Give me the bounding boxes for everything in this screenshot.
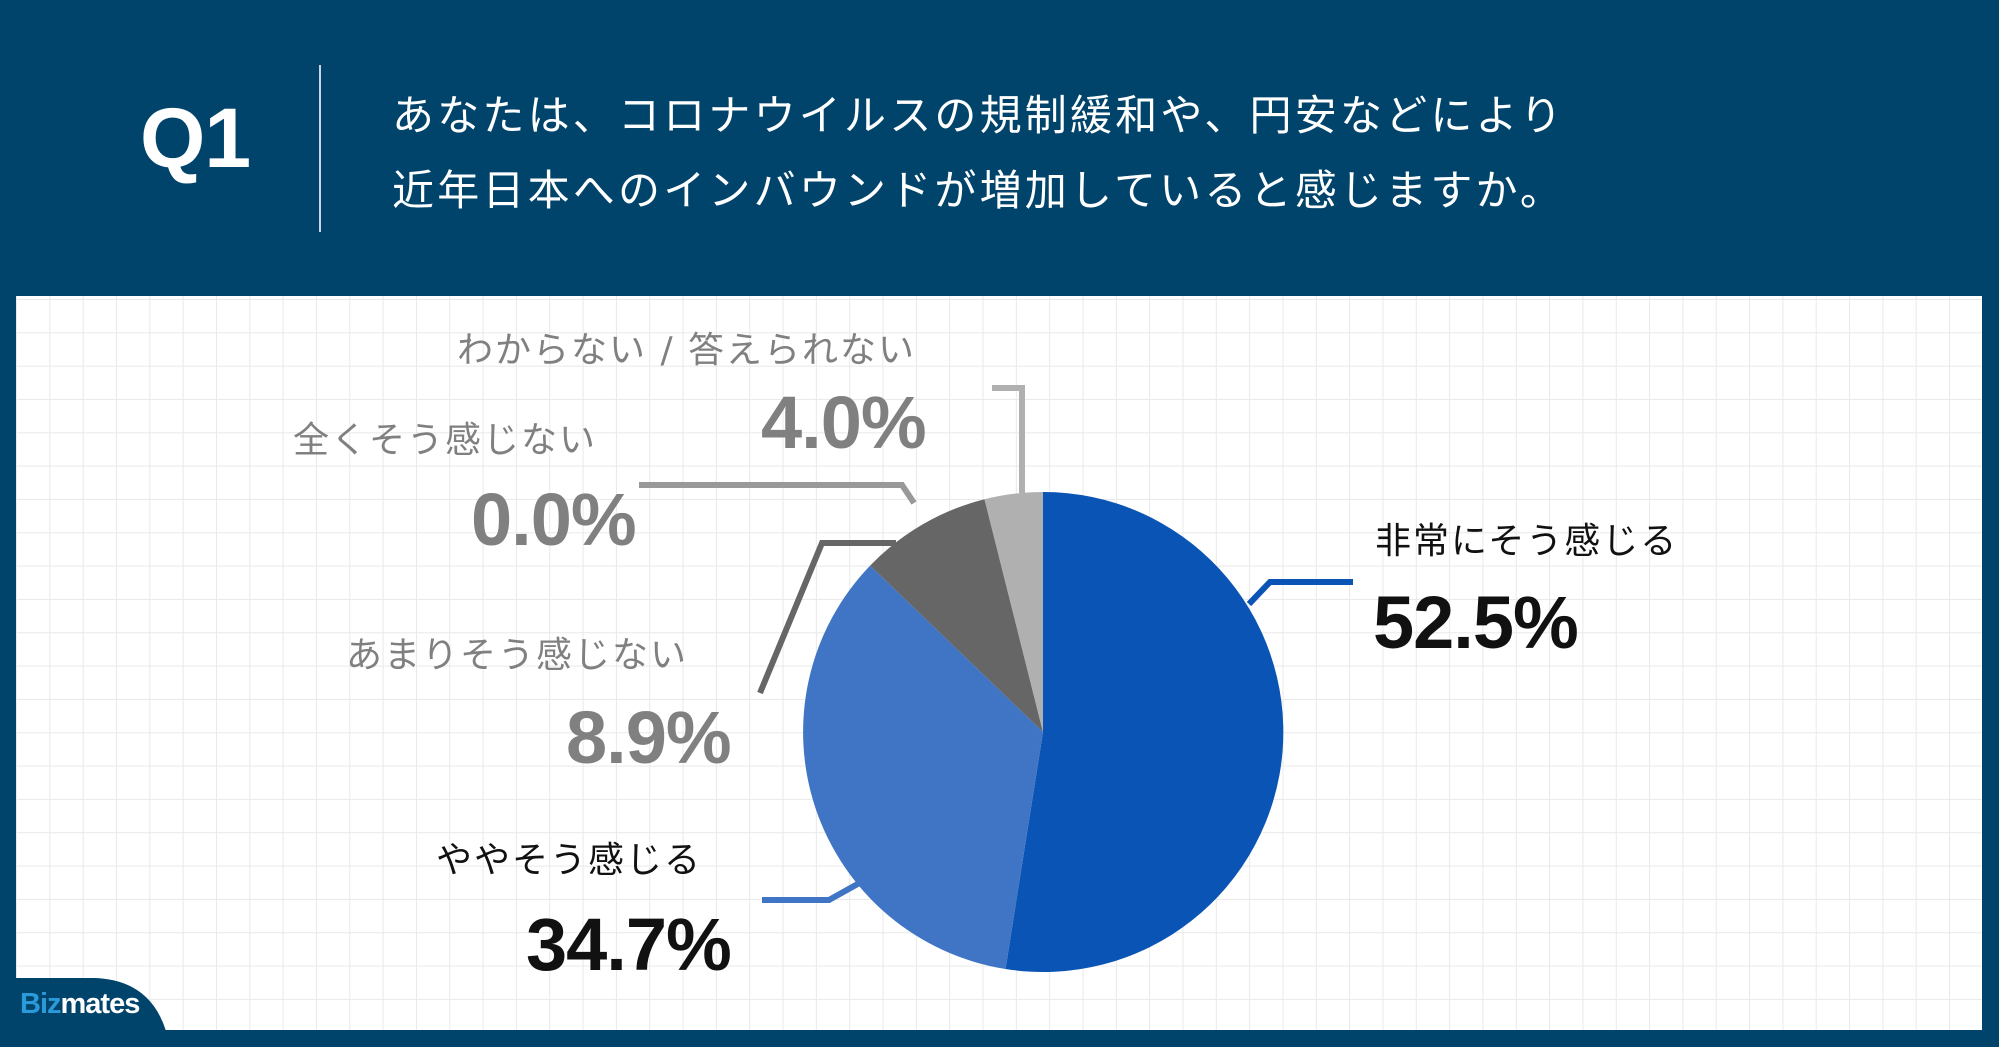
label-unknown-percent: 4.0%: [761, 381, 927, 464]
label-not-really-percent: 8.9%: [566, 696, 732, 779]
label-unknown-category: わからない / 答えられない: [457, 330, 917, 371]
bizmates-logo: Bizmates: [20, 988, 141, 1020]
label-strongly-agree-percent: 52.5%: [1373, 581, 1579, 664]
slice-unknown: [984, 491, 1043, 732]
question-header: Q1 あなたは、コロナウイルスの規制緩和や、円安などにより 近年日本へのインバウ…: [0, 0, 1999, 296]
question-line-2: 近年日本へのインバウンドが増加していると感じますか。: [392, 166, 1566, 215]
leader-somewhat-agree: [762, 878, 865, 903]
label-somewhat-agree-category: ややそう感じる: [436, 840, 703, 881]
label-not-at-all-category: 全くそう感じない: [293, 420, 598, 461]
label-not-at-all-percent: 0.0%: [471, 478, 637, 561]
slice-somewhat-agree: [803, 565, 1043, 969]
leader-unknown: [992, 385, 1025, 493]
slice-strongly-agree: [1005, 491, 1284, 972]
question-text: あなたは、コロナウイルスの規制緩和や、円安などにより 近年日本へのインバウンドが…: [392, 78, 1565, 228]
label-strongly-agree-category: 非常にそう感じる: [1375, 521, 1679, 562]
logo-mates: mates: [60, 988, 141, 1020]
label-not-really-category: あまりそう感じない: [346, 635, 689, 676]
slice-not-really: [870, 499, 1043, 732]
leader-strongly-agree: [1246, 579, 1353, 607]
leader-not-really: [757, 540, 896, 695]
pie-chart: [639, 385, 1353, 972]
label-somewhat-agree-percent: 34.7%: [526, 903, 732, 986]
question-number: Q1: [140, 91, 251, 185]
question-line-1: あなたは、コロナウイルスの規制緩和や、円安などにより: [392, 91, 1566, 140]
leader-not-at-all: [639, 482, 917, 505]
header-divider: [319, 65, 321, 232]
logo-biz: Biz: [20, 988, 61, 1020]
chart-panel: 非常にそう感じる 52.5% ややそう感じる 34.7% あまりそう感じない 8…: [16, 296, 1982, 1030]
